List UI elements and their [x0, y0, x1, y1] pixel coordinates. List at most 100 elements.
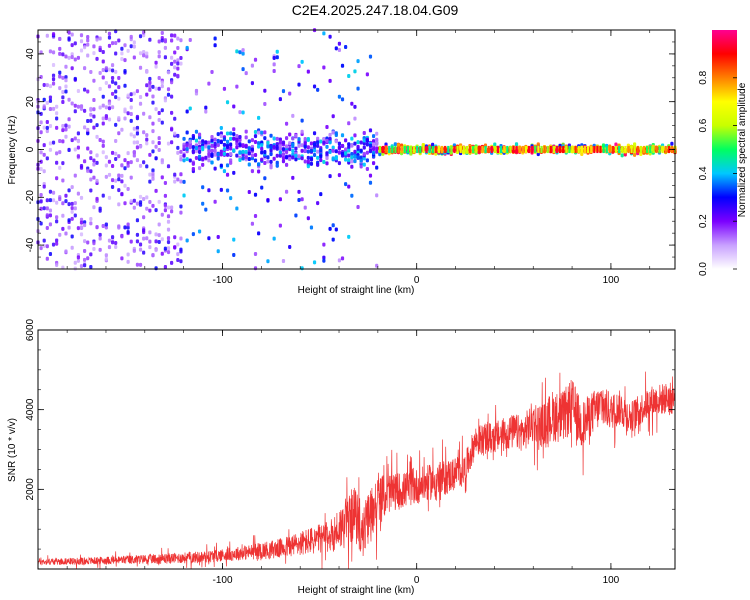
heatmap-cell — [204, 144, 208, 149]
heatmap-cell — [197, 154, 202, 159]
heatmap-cell — [241, 149, 245, 154]
heatmap-cell — [297, 198, 301, 203]
heatmap-cell — [58, 150, 62, 155]
heatmap-cell — [213, 152, 217, 157]
heatmap-cell — [394, 145, 397, 154]
heatmap-cell — [89, 106, 93, 111]
heatmap-cell — [104, 155, 108, 160]
heatmap-cell — [123, 83, 127, 88]
heatmap-cell — [154, 86, 158, 91]
heatmap-cell — [225, 152, 230, 157]
heatmap-cell — [334, 46, 338, 51]
heatmap-cell — [649, 145, 652, 154]
heatmap-cell — [312, 142, 317, 147]
heatmap-cell — [120, 234, 124, 239]
heatmap-cell — [51, 77, 56, 82]
heatmap-cell — [45, 213, 49, 218]
heatmap-cell — [42, 206, 46, 211]
heatmap-cell — [151, 171, 155, 176]
heatmap-cell — [453, 145, 456, 154]
heatmap-cell — [92, 162, 96, 167]
heatmap-cell — [250, 63, 255, 68]
heatmap-cell — [55, 111, 59, 116]
heatmap-cell — [300, 266, 304, 271]
heatmap-cell — [163, 38, 167, 43]
heatmap-cell — [142, 160, 146, 165]
heatmap-cell — [232, 136, 236, 141]
heatmap-cell — [238, 157, 242, 162]
heatmap-cell — [490, 145, 493, 154]
heatmap-cell — [45, 198, 49, 203]
heatmap-cell — [120, 256, 124, 261]
heatmap-cell — [55, 241, 59, 246]
heatmap-cell — [263, 176, 267, 181]
heatmap-cell — [238, 142, 242, 147]
heatmap-cell — [347, 145, 351, 150]
heatmap-cell — [61, 201, 65, 206]
heatmap-cell — [45, 100, 49, 105]
heatmap-cell — [101, 94, 105, 99]
heatmap-cell — [101, 75, 105, 80]
heatmap-cell — [472, 145, 475, 154]
heatmap-cell — [614, 142, 618, 147]
heatmap-cell — [176, 73, 180, 78]
heatmap-cell — [154, 208, 158, 213]
heatmap-cell — [45, 33, 49, 38]
heatmap-cell — [322, 137, 326, 142]
heatmap-cell — [371, 134, 376, 139]
heatmap-cell — [58, 165, 62, 170]
heatmap-cell — [132, 150, 136, 155]
heatmap-cell — [260, 185, 264, 190]
heatmap-cell — [39, 159, 43, 164]
heatmap-cell — [225, 188, 230, 193]
heatmap-cell — [210, 152, 214, 157]
heatmap-cell — [182, 153, 186, 158]
y-tick-label: 40 — [25, 48, 36, 60]
heatmap-cell — [263, 161, 267, 166]
heatmap-cell — [388, 145, 391, 154]
heatmap-cell — [319, 148, 323, 153]
heatmap-cell — [126, 93, 130, 98]
heatmap-cell — [328, 78, 332, 83]
heatmap-cell — [73, 109, 77, 114]
heatmap-cell — [375, 131, 379, 136]
heatmap-cell — [179, 149, 183, 154]
heatmap-cell — [154, 248, 158, 253]
heatmap-cell — [325, 151, 329, 156]
heatmap-cell — [368, 173, 373, 178]
heatmap-cell — [135, 114, 140, 119]
heatmap-cell — [73, 213, 77, 218]
heatmap-cell — [48, 198, 53, 203]
heatmap-cell — [331, 237, 335, 242]
heatmap-cell — [67, 225, 71, 230]
heatmap-cell — [61, 100, 65, 105]
heatmap-cell — [197, 149, 202, 154]
heatmap-cell — [216, 138, 220, 143]
heatmap-cell — [521, 145, 524, 154]
heatmap-cell — [297, 137, 301, 142]
heatmap-cell — [356, 205, 360, 210]
heatmap-cell — [328, 174, 332, 179]
heatmap-cell — [98, 86, 102, 91]
heatmap-cell — [70, 206, 74, 211]
heatmap-cell — [129, 34, 133, 39]
heatmap-cell — [185, 146, 189, 151]
heatmap-cell — [151, 140, 155, 145]
heatmap-cell — [176, 58, 180, 63]
heatmap-cell — [79, 264, 84, 269]
heatmap-cell — [51, 140, 56, 145]
heatmap-cell — [163, 180, 167, 185]
heatmap-cell — [176, 36, 180, 41]
heatmap-cell — [253, 251, 258, 256]
heatmap-cell — [39, 130, 43, 135]
heatmap-cell — [316, 143, 320, 148]
heatmap-cell — [86, 53, 90, 58]
heatmap-cell — [92, 246, 96, 251]
heatmap-cell — [148, 208, 152, 213]
heatmap-cell — [306, 164, 310, 169]
heatmap-cell — [210, 135, 214, 140]
heatmap-cell — [422, 145, 425, 154]
heatmap-cell — [170, 38, 174, 43]
heatmap-cell — [447, 145, 450, 154]
heatmap-cell — [340, 97, 345, 102]
